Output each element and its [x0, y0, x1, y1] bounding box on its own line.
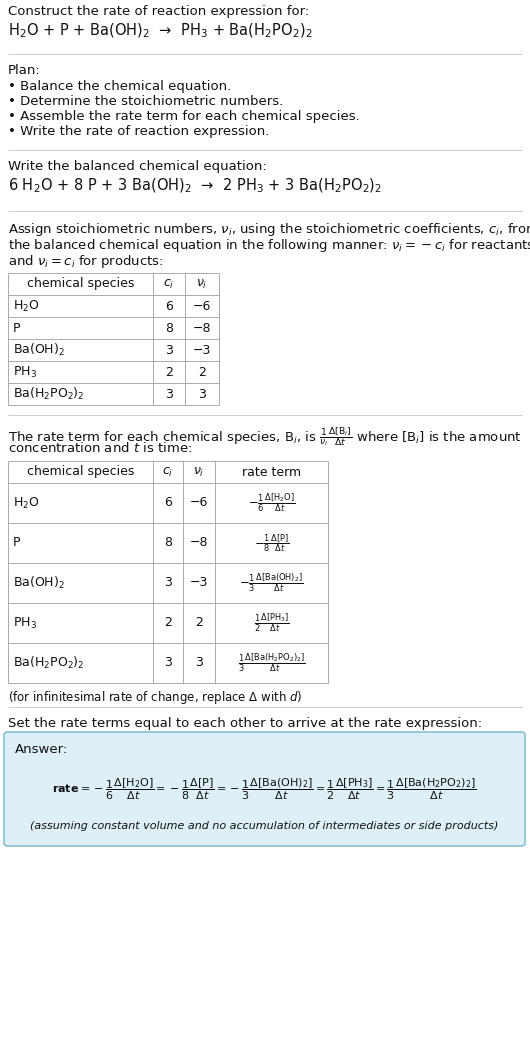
- Text: Set the rate terms equal to each other to arrive at the rate expression:: Set the rate terms equal to each other t…: [8, 717, 482, 730]
- Text: the balanced chemical equation in the following manner: $\nu_i = -c_i$ for react: the balanced chemical equation in the fo…: [8, 237, 530, 254]
- Text: Ba(H$_2$PO$_2$)$_2$: Ba(H$_2$PO$_2$)$_2$: [13, 386, 85, 402]
- Text: Plan:: Plan:: [8, 64, 41, 77]
- Text: chemical species: chemical species: [27, 277, 134, 291]
- Text: PH$_3$: PH$_3$: [13, 615, 37, 631]
- Text: and $\nu_i = c_i$ for products:: and $\nu_i = c_i$ for products:: [8, 253, 164, 270]
- Text: −8: −8: [193, 321, 211, 335]
- Text: Ba(OH)$_2$: Ba(OH)$_2$: [13, 342, 65, 358]
- Text: 6: 6: [165, 299, 173, 313]
- Text: $\nu_i$: $\nu_i$: [196, 277, 208, 291]
- Text: • Assemble the rate term for each chemical species.: • Assemble the rate term for each chemic…: [8, 110, 360, 123]
- Text: $\frac{1}{2}\frac{\Delta[\mathrm{PH_3}]}{\Delta t}$: $\frac{1}{2}\frac{\Delta[\mathrm{PH_3}]}…: [253, 612, 289, 634]
- Text: $\nu_i$: $\nu_i$: [193, 465, 205, 479]
- Text: 2: 2: [165, 365, 173, 379]
- Text: −6: −6: [193, 299, 211, 313]
- Text: 2: 2: [198, 365, 206, 379]
- Text: Ba(H$_2$PO$_2$)$_2$: Ba(H$_2$PO$_2$)$_2$: [13, 655, 85, 672]
- Text: The rate term for each chemical species, B$_i$, is $\frac{1}{\nu_i}\frac{\Delta[: The rate term for each chemical species,…: [8, 425, 522, 448]
- Text: −3: −3: [193, 343, 211, 357]
- Text: Construct the rate of reaction expression for:: Construct the rate of reaction expressio…: [8, 5, 309, 18]
- Text: −8: −8: [190, 537, 208, 549]
- Text: H$_2$O: H$_2$O: [13, 298, 40, 314]
- Text: $\mathbf{rate} = -\dfrac{1}{6}\dfrac{\Delta[\mathrm{H_2O}]}{\Delta t}= -\dfrac{1: $\mathbf{rate} = -\dfrac{1}{6}\dfrac{\De…: [52, 776, 477, 801]
- Text: $\frac{1}{3}\frac{\Delta[\mathrm{Ba(H_2PO_2)_2}]}{\Delta t}$: $\frac{1}{3}\frac{\Delta[\mathrm{Ba(H_2P…: [238, 652, 305, 675]
- Text: (assuming constant volume and no accumulation of intermediates or side products): (assuming constant volume and no accumul…: [30, 821, 499, 831]
- Text: 6: 6: [164, 497, 172, 509]
- Text: concentration and $t$ is time:: concentration and $t$ is time:: [8, 441, 192, 455]
- Text: H$_2$O: H$_2$O: [13, 496, 40, 510]
- Text: Ba(OH)$_2$: Ba(OH)$_2$: [13, 575, 65, 591]
- Text: −6: −6: [190, 497, 208, 509]
- Text: (for infinitesimal rate of change, replace Δ with $d$): (for infinitesimal rate of change, repla…: [8, 689, 303, 706]
- Text: Assign stoichiometric numbers, $\nu_i$, using the stoichiometric coefficients, $: Assign stoichiometric numbers, $\nu_i$, …: [8, 221, 530, 238]
- Text: $c_i$: $c_i$: [163, 277, 174, 291]
- Text: 2: 2: [195, 616, 203, 630]
- Text: 6 H$_2$O + 8 P + 3 Ba(OH)$_2$  →  2 PH$_3$ + 3 Ba(H$_2$PO$_2$)$_2$: 6 H$_2$O + 8 P + 3 Ba(OH)$_2$ → 2 PH$_3$…: [8, 177, 382, 196]
- Text: chemical species: chemical species: [27, 465, 134, 478]
- Text: P: P: [13, 537, 21, 549]
- Text: Answer:: Answer:: [15, 743, 68, 756]
- Text: H$_2$O + P + Ba(OH)$_2$  →  PH$_3$ + Ba(H$_2$PO$_2$)$_2$: H$_2$O + P + Ba(OH)$_2$ → PH$_3$ + Ba(H$…: [8, 22, 313, 41]
- FancyBboxPatch shape: [4, 732, 525, 846]
- Text: rate term: rate term: [242, 465, 301, 478]
- Text: 3: 3: [165, 387, 173, 401]
- Text: Write the balanced chemical equation:: Write the balanced chemical equation:: [8, 160, 267, 173]
- Text: 3: 3: [164, 657, 172, 669]
- Text: $-\frac{1}{3}\frac{\Delta[\mathrm{Ba(OH)_2}]}{\Delta t}$: $-\frac{1}{3}\frac{\Delta[\mathrm{Ba(OH)…: [240, 572, 304, 594]
- Text: 8: 8: [165, 321, 173, 335]
- Text: 2: 2: [164, 616, 172, 630]
- Text: PH$_3$: PH$_3$: [13, 364, 37, 380]
- Text: 3: 3: [195, 657, 203, 669]
- Text: • Write the rate of reaction expression.: • Write the rate of reaction expression.: [8, 126, 269, 138]
- Text: $c_i$: $c_i$: [162, 465, 174, 479]
- Text: 3: 3: [165, 343, 173, 357]
- Text: −3: −3: [190, 576, 208, 590]
- Text: 3: 3: [198, 387, 206, 401]
- Text: 3: 3: [164, 576, 172, 590]
- Text: $-\frac{1}{6}\frac{\Delta[\mathrm{H_2O}]}{\Delta t}$: $-\frac{1}{6}\frac{\Delta[\mathrm{H_2O}]…: [248, 492, 295, 515]
- Text: • Determine the stoichiometric numbers.: • Determine the stoichiometric numbers.: [8, 95, 283, 108]
- Text: • Balance the chemical equation.: • Balance the chemical equation.: [8, 79, 231, 93]
- Text: $-\frac{1}{8}\frac{\Delta[\mathrm{P}]}{\Delta t}$: $-\frac{1}{8}\frac{\Delta[\mathrm{P}]}{\…: [254, 532, 289, 553]
- Text: P: P: [13, 321, 21, 335]
- Text: 8: 8: [164, 537, 172, 549]
